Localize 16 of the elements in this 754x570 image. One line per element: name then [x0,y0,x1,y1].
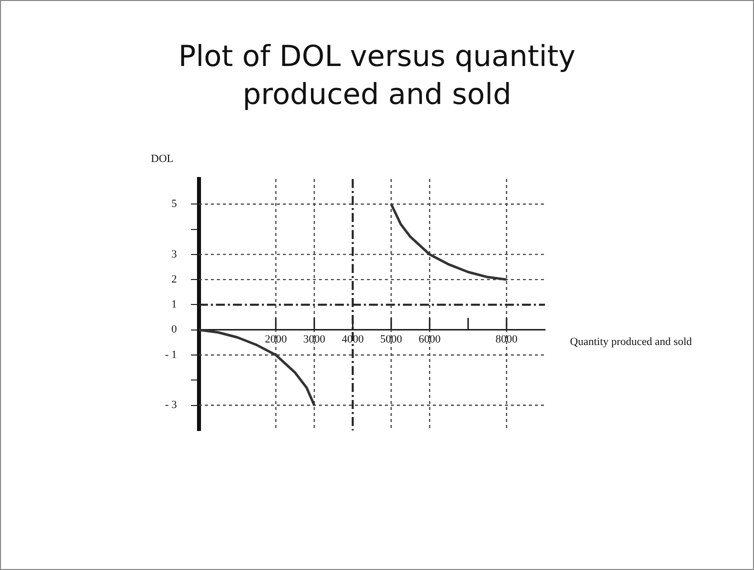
y-tick-label: - 1 [164,348,177,361]
y-tick-label: 3 [171,248,178,260]
x-axis-title: Quantity produced and sold [570,336,692,348]
chart-title: Plot of DOL versus quantity produced and sold [177,38,577,113]
x-tick-label: 5000 [380,333,403,346]
y-tick-label: 1 [171,298,177,311]
y-tick-label: - 3 [164,399,178,412]
y-axis-title: DOL [150,153,174,165]
x-tick-label: 3000 [303,333,326,346]
x-tick-label: 2000 [264,333,288,346]
y-tick-label: 0 [171,324,178,336]
y-tick-label: 5 [171,198,178,210]
x-tick-label: 4000 [342,333,364,346]
x-tick-label: 8000 [496,333,518,346]
y-tick-label: 2 [171,273,177,286]
x-tick-label: 6000 [418,333,442,346]
